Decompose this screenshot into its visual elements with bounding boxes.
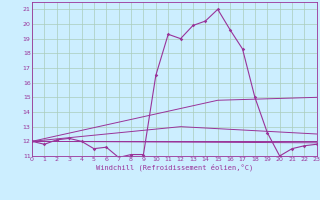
X-axis label: Windchill (Refroidissement éolien,°C): Windchill (Refroidissement éolien,°C) <box>96 164 253 171</box>
